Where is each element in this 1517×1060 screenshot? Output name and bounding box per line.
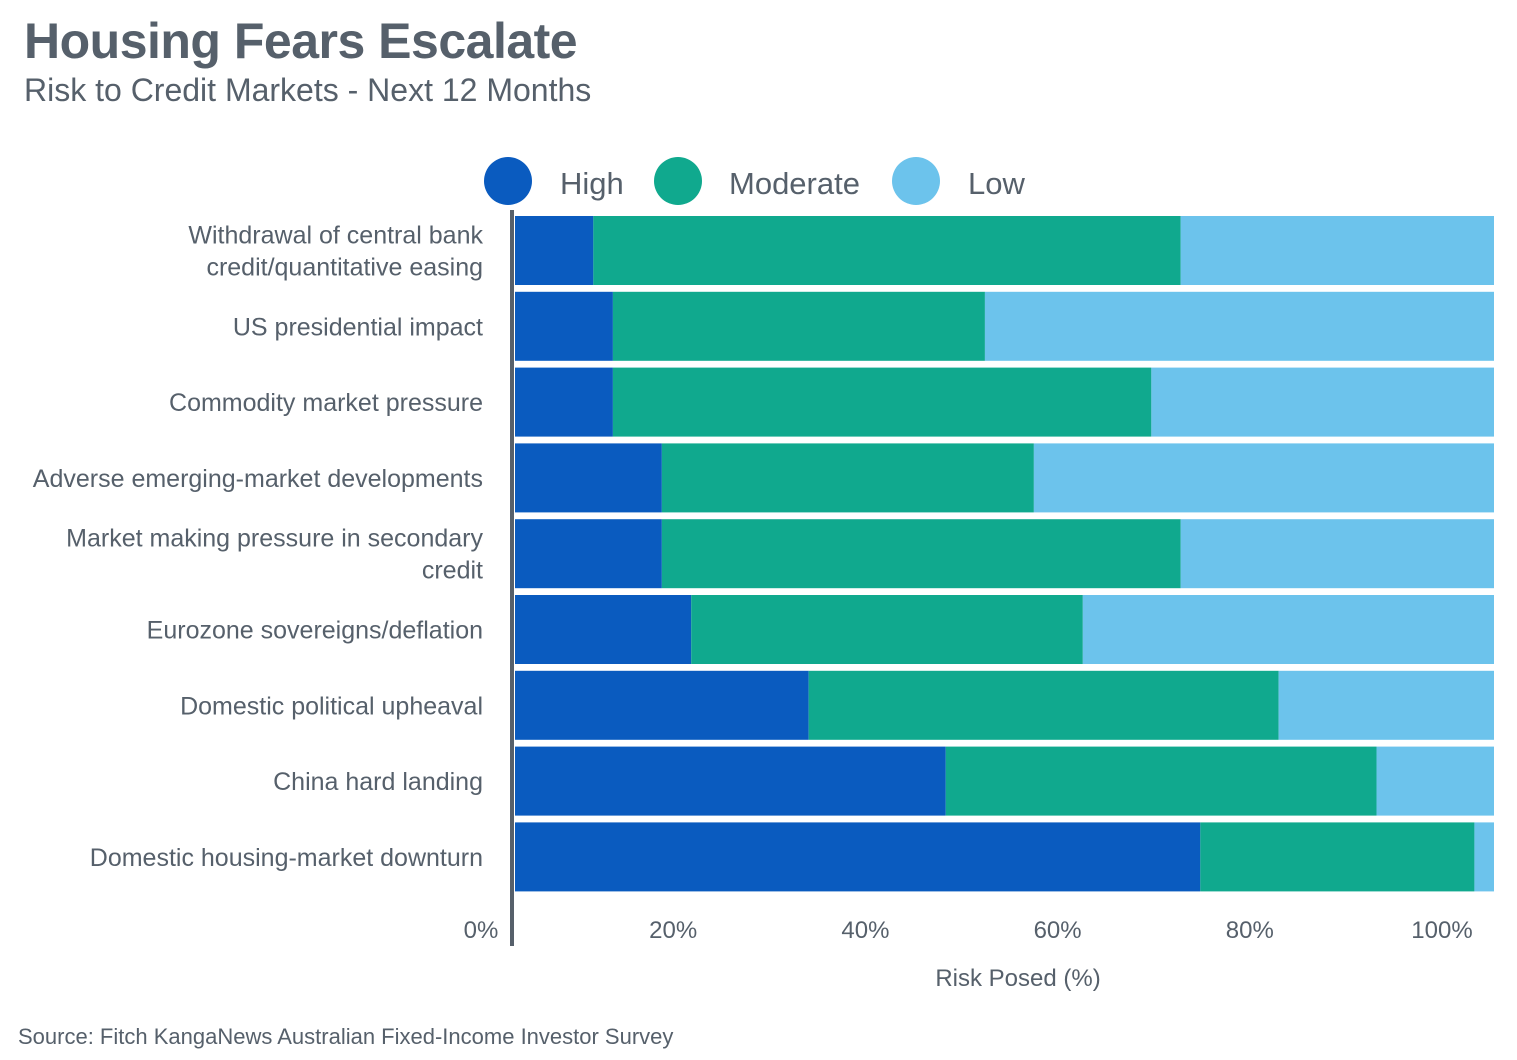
x-tick-label: 40% [841, 917, 889, 944]
bar-high-1 [515, 291, 613, 361]
legend-label-low: Low [968, 166, 1025, 201]
category-label: Adverse emerging-market developments [33, 465, 483, 493]
bar-low-4 [1180, 519, 1494, 589]
bar-moderate-1 [612, 291, 985, 361]
category-label: Domestic housing-market downturn [90, 844, 483, 872]
bar-high-7 [515, 746, 946, 816]
category-labels: Withdrawal of central bank credit/quantit… [33, 222, 484, 872]
legend: High Moderate Low [484, 157, 1025, 205]
bars [515, 216, 1494, 892]
bar-high-5 [515, 595, 692, 664]
bar-high-3 [515, 443, 662, 513]
bar-moderate-2 [612, 367, 1152, 437]
bar-low-0 [1180, 216, 1494, 285]
category-label: Commodity market pressure [169, 389, 483, 417]
x-tick-label: 20% [649, 917, 697, 944]
bar-high-2 [515, 367, 613, 437]
category-label: Domestic political upheaval [180, 692, 483, 720]
bar-high-8 [515, 822, 1201, 892]
category-label: credit [422, 557, 483, 585]
legend-swatch-low [892, 157, 940, 205]
bar-high-0 [515, 216, 594, 285]
category-label: credit/quantitative easing [206, 254, 483, 282]
x-tick-label: 0% [464, 917, 499, 944]
bar-low-5 [1082, 595, 1494, 664]
bar-moderate-7 [945, 746, 1377, 816]
category-label: US presidential impact [233, 313, 483, 341]
bar-moderate-5 [691, 595, 1083, 664]
chart-subtitle: Risk to Credit Markets - Next 12 Months [24, 72, 592, 108]
bar-moderate-3 [661, 443, 1034, 513]
x-tick-label: 60% [1034, 917, 1082, 944]
bar-low-2 [1151, 367, 1494, 437]
legend-label-high: High [560, 166, 624, 201]
category-label: Eurozone sovereigns/deflation [147, 617, 483, 645]
bar-low-8 [1474, 822, 1494, 892]
bar-moderate-8 [1200, 822, 1475, 892]
x-tick-label: 80% [1226, 917, 1274, 944]
legend-swatch-moderate [654, 157, 702, 205]
bar-high-6 [515, 670, 809, 740]
category-label: China hard landing [273, 768, 483, 796]
x-tick-label: 100% [1411, 917, 1472, 944]
chart-title: Housing Fears Escalate [24, 13, 578, 69]
bar-moderate-0 [593, 216, 1181, 285]
bar-low-7 [1376, 746, 1494, 816]
x-axis-label: Risk Posed (%) [935, 965, 1100, 992]
bar-moderate-4 [661, 519, 1181, 589]
bar-low-3 [1033, 443, 1494, 513]
legend-label-moderate: Moderate [729, 166, 860, 201]
source-note: Source: Fitch KangaNews Australian Fixed… [18, 1024, 674, 1049]
category-label: Market making pressure in secondary [66, 525, 483, 553]
bar-low-6 [1278, 670, 1494, 740]
bar-high-4 [515, 519, 662, 589]
legend-swatch-high [484, 157, 532, 205]
bar-low-1 [984, 291, 1494, 361]
bar-moderate-6 [808, 670, 1279, 740]
x-axis-ticks: 0% 20% 40% 60% 80% 100% [464, 917, 1473, 944]
category-label: Withdrawal of central bank [188, 222, 483, 250]
